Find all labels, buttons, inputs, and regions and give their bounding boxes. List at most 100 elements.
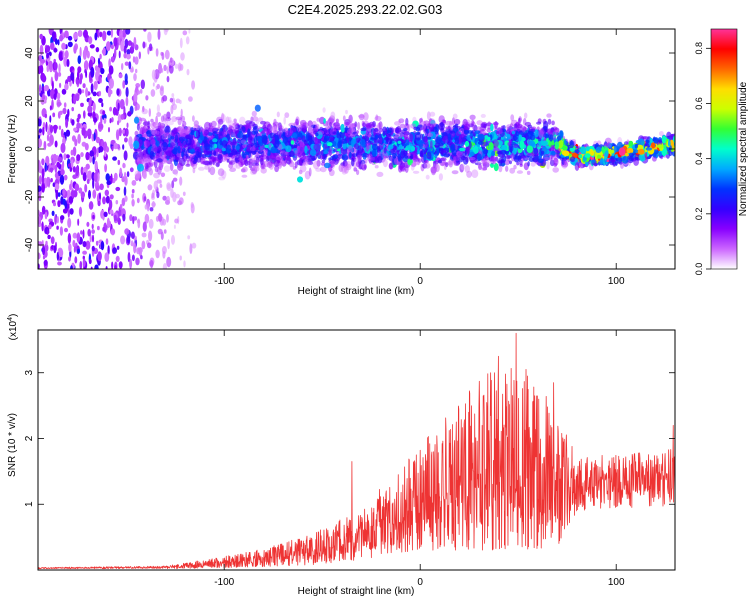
spectrogram-noise-cell xyxy=(72,166,76,173)
spectrogram-band-cell xyxy=(252,145,256,150)
spectrogram-band-cell xyxy=(161,141,169,151)
spectrogram-band-cell xyxy=(348,114,353,124)
spectrogram-noise-cell xyxy=(166,66,169,74)
spectrogram-band-cell xyxy=(153,147,159,152)
spectrogram-band-cell xyxy=(456,131,460,137)
spectrogram-noise-cell xyxy=(188,29,191,34)
spectrogram-band-cell xyxy=(398,144,403,150)
spectrogram-band-cell xyxy=(574,149,580,154)
spectrogram-band-cell xyxy=(166,150,172,156)
spectrogram-band-cell xyxy=(254,153,260,157)
spectrogram-noise-cell xyxy=(108,199,113,210)
spectrogram-band-cell xyxy=(455,123,459,128)
spectrogram-noise-cell xyxy=(41,74,47,83)
spectrogram-band-cell xyxy=(506,126,510,133)
spectrogram-band-cell xyxy=(232,122,240,126)
spectrogram-band-cell xyxy=(392,156,397,166)
spectrogram-band-cell xyxy=(440,157,447,162)
spectrogram-band-cell xyxy=(301,135,306,142)
spectrogram-band-cell xyxy=(527,161,530,167)
spectrogram-noise-cell xyxy=(73,93,77,105)
spectrogram-band-cell xyxy=(323,135,330,141)
spectrogram-noise-cell xyxy=(123,45,127,54)
spectrogram-noise-cell xyxy=(91,234,95,243)
spectrogram-noise-cell xyxy=(46,229,49,235)
spectrogram-noise-cell xyxy=(93,80,98,91)
spectrogram-noise-cell xyxy=(150,89,156,97)
spectrogram-band-cell xyxy=(180,133,185,138)
spectrogram-band-cell xyxy=(277,159,280,164)
spectrogram-band-cell xyxy=(564,139,567,145)
spectrogram-band-cell xyxy=(438,173,443,181)
spectrogram-noise-cell xyxy=(38,128,43,133)
spectrogram-band-cell xyxy=(546,160,550,170)
spectrogram-band-cell xyxy=(141,108,148,115)
spectrogram-noise-cell xyxy=(111,145,114,152)
spectrogram-noise-cell xyxy=(156,191,160,199)
spectrogram-noise-cell xyxy=(89,150,94,157)
spectrogram-noise-cell xyxy=(59,174,65,185)
spectrogram-band-cell xyxy=(482,149,489,155)
spectrogram-band-cell xyxy=(185,126,192,130)
spectrogram-band-cell xyxy=(438,122,445,131)
spectrogram-x-label: Height of straight line (km) xyxy=(298,286,415,297)
spectrogram-band-cell xyxy=(424,159,429,164)
spectrogram-band-cell xyxy=(487,136,491,141)
spectrogram-noise-cell xyxy=(135,173,140,181)
spectrogram-band-cell xyxy=(422,136,428,143)
spectrogram-band-cell xyxy=(513,156,520,163)
spectrogram-noise-cell xyxy=(99,53,102,60)
spectrogram-band-cell xyxy=(463,129,470,135)
spectrogram-band-cell xyxy=(510,123,513,127)
spectrogram-noise-cell xyxy=(125,29,131,35)
spectrogram-noise-cell xyxy=(135,257,140,266)
spectrogram-noise-cell xyxy=(166,214,169,223)
spectrogram-band-cell xyxy=(291,144,294,149)
spectrogram-band-cell xyxy=(516,123,523,129)
spectrogram-band-cell xyxy=(254,104,261,112)
spectrogram-noise-cell xyxy=(89,234,92,243)
spectrogram-band-cell xyxy=(366,131,372,138)
spectrogram-band-cell xyxy=(524,112,528,119)
spectrogram-band-cell xyxy=(482,167,488,171)
spectrogram-band-cell xyxy=(226,144,232,154)
spectrogram-noise-cell xyxy=(148,108,151,117)
colorbar-tick-label: 0.8 xyxy=(694,42,704,55)
spectrogram-band-cell xyxy=(491,156,497,162)
spectrogram-band-cell xyxy=(218,176,226,181)
spectrogram-band-cell xyxy=(221,140,228,147)
spectrogram-noise-cell xyxy=(42,126,45,136)
spectrogram-band-cell xyxy=(137,157,143,166)
spectrogram-noise-cell xyxy=(180,52,185,61)
spectrogram-band-cell xyxy=(228,125,236,135)
spectrogram-band-cell xyxy=(263,160,269,168)
spectrogram-band-cell xyxy=(553,162,558,167)
spectrogram-noise-cell xyxy=(119,203,123,211)
spectrogram-noise-cell xyxy=(41,168,45,179)
spectrogram-noise-cell xyxy=(80,191,86,199)
spectrogram-band-cell xyxy=(497,137,502,141)
spectrogram-band-cell xyxy=(431,166,436,176)
spectrogram-noise-cell xyxy=(47,224,52,230)
snr-line xyxy=(38,332,675,570)
spectrogram-noise-cell xyxy=(50,236,55,245)
spectrogram-band-cell xyxy=(308,167,312,177)
spectrogram-band-cell xyxy=(505,165,509,172)
spectrogram-band-cell xyxy=(410,145,416,152)
spectrogram-band-cell xyxy=(390,132,394,136)
spectrogram-band-cell xyxy=(488,142,494,151)
spectrogram-noise-cell xyxy=(148,230,153,242)
spectrogram-band-cell xyxy=(204,164,209,170)
spectrogram-noise-cell xyxy=(116,88,120,96)
spectrogram-band-cell xyxy=(477,141,484,145)
spectrogram-noise-cell xyxy=(151,200,156,209)
spectrogram-noise-cell xyxy=(155,115,159,126)
spectrogram-noise-cell xyxy=(137,218,141,229)
spectrogram-noise-cell xyxy=(71,119,75,126)
spectrogram-y-tick-label: -40 xyxy=(24,237,35,252)
spectrogram-noise-cell xyxy=(162,95,168,102)
spectrogram-noise-cell xyxy=(91,223,94,230)
spectrogram-band-cell xyxy=(203,129,210,136)
spectrogram-noise-cell xyxy=(38,135,41,139)
